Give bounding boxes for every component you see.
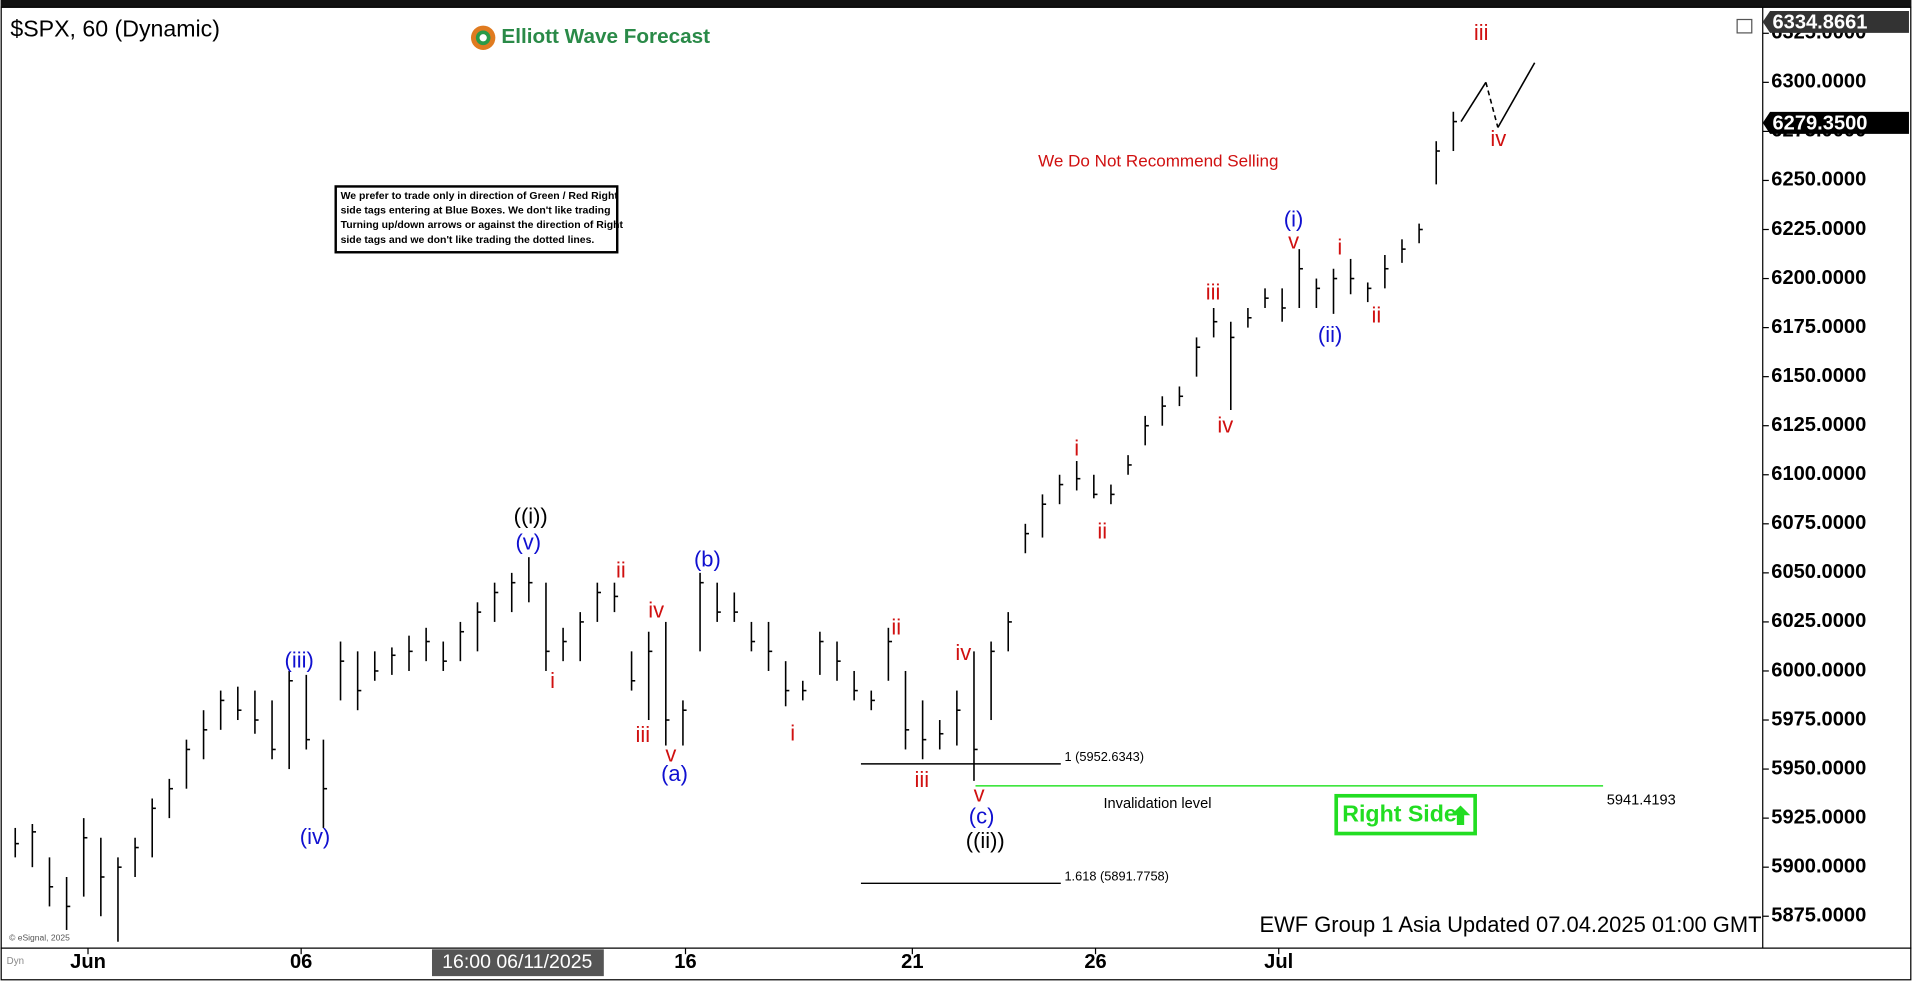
- note-line: We prefer to trade only in direction of …: [341, 191, 619, 202]
- wave-label: iv: [955, 640, 971, 665]
- wave-label: i: [790, 721, 795, 746]
- y-tick-label: 6125.0000: [1771, 414, 1866, 436]
- wave-label: i: [1074, 435, 1079, 460]
- wave-label: (c): [969, 804, 995, 829]
- y-tick-label: 6225.0000: [1771, 218, 1866, 240]
- wave-label: v: [665, 741, 676, 766]
- y-tick-label: 6250.0000: [1771, 169, 1866, 191]
- y-tick-label: 6100.0000: [1771, 463, 1866, 485]
- y-tick-label: 6075.0000: [1771, 512, 1866, 534]
- logo-icon-core: [479, 34, 487, 42]
- y-tick-label: 5925.0000: [1771, 806, 1866, 828]
- y-tick-label: 6175.0000: [1771, 316, 1866, 338]
- invalidation-text: Invalidation level: [1103, 796, 1211, 812]
- frame: [0, 6, 1912, 981]
- x-tick-label: 16: [674, 951, 696, 973]
- wave-label: (ii): [1318, 322, 1342, 347]
- x-tick-label: Jun: [70, 951, 106, 973]
- y-tick-label: 5875.0000: [1771, 905, 1866, 927]
- cursor-time: 16:00 06/11/2025: [442, 951, 592, 973]
- wave-label: ii: [1097, 518, 1107, 543]
- wave-label: (a): [661, 761, 688, 786]
- top-bar: [0, 0, 1912, 8]
- window-icon[interactable]: [1736, 18, 1753, 34]
- copyright: © eSignal, 2025: [9, 933, 70, 943]
- wave-label: iii: [1474, 20, 1489, 45]
- price-tag-label: 6279.3500: [1772, 112, 1867, 134]
- projection-segment: [1460, 81, 1487, 123]
- y-tick-label: 5975.0000: [1771, 708, 1866, 730]
- wave-label: ii: [616, 557, 626, 582]
- wave-label: (i): [1284, 206, 1303, 231]
- wave-label: iii: [1206, 279, 1221, 304]
- y-tick-label: 6000.0000: [1771, 659, 1866, 681]
- wave-label: ii: [891, 615, 901, 640]
- note-line: Turning up/down arrows or against the di…: [341, 220, 624, 231]
- price-tag: [1762, 111, 1909, 134]
- fib-label: 1 (5952.6343): [1064, 749, 1144, 764]
- footer: EWF Group 1 Asia Updated 07.04.2025 01:0…: [1259, 912, 1761, 937]
- wave-label: ((ii)): [966, 828, 1005, 853]
- price-tag-label: 6334.8661: [1772, 11, 1867, 33]
- x-tick-label: Jul: [1264, 951, 1293, 973]
- y-tick-label: 6050.0000: [1771, 561, 1866, 583]
- logo: Elliott Wave Forecast: [470, 25, 710, 50]
- x-tick-label: 06: [290, 951, 312, 973]
- wave-label: i: [1337, 234, 1342, 259]
- y-tick-label: 6200.0000: [1771, 267, 1866, 289]
- projection-segment: [1485, 82, 1499, 128]
- wave-label: ((i)): [514, 504, 548, 529]
- x-tick-label: 26: [1084, 951, 1106, 973]
- projection-segment: [1497, 62, 1536, 128]
- y-tick-label: 5900.0000: [1771, 855, 1866, 877]
- right-side-text: Right Side: [1342, 800, 1457, 826]
- y-tick-label: 5950.0000: [1771, 757, 1866, 779]
- y-tick-label: 6150.0000: [1771, 365, 1866, 387]
- wave-label: iii: [635, 722, 650, 747]
- fib-label: 1.618 (5891.7758): [1064, 869, 1168, 884]
- wave-label: ii: [1372, 303, 1382, 328]
- right-side-arrow: [1450, 805, 1471, 826]
- note-line: side tags and we don't like trading the …: [341, 235, 595, 246]
- wave-label: i: [550, 668, 555, 693]
- wave-label: (b): [694, 546, 721, 571]
- wave-label: iii: [915, 767, 930, 792]
- wave-label: iv: [1217, 412, 1233, 437]
- price-tag: [1762, 10, 1909, 33]
- wave-label: v: [1288, 228, 1299, 253]
- wave-label: iv: [648, 598, 664, 623]
- x-tick-label: 21: [901, 951, 923, 973]
- note-line: side tags entering at Blue Boxes. We don…: [341, 206, 611, 217]
- wave-label: (iii): [285, 648, 314, 673]
- cursor-time-box: [431, 949, 604, 977]
- logo-text: Elliott Wave Forecast: [501, 25, 710, 48]
- wave-label: v: [974, 782, 985, 807]
- wave-label: (v): [515, 529, 541, 554]
- invalidation-label: 5941.4193: [1607, 792, 1676, 808]
- wave-label: iv: [1490, 126, 1506, 151]
- chart-title: $SPX, 60 (Dynamic): [10, 16, 220, 42]
- corner-label: Dyn: [7, 956, 24, 967]
- y-tick-label: 6300.0000: [1771, 71, 1866, 93]
- headline: We Do Not Recommend Selling: [1038, 152, 1278, 171]
- note-box: [334, 185, 619, 254]
- wave-label: (iv): [300, 824, 330, 849]
- y-tick-label: 6025.0000: [1771, 610, 1866, 632]
